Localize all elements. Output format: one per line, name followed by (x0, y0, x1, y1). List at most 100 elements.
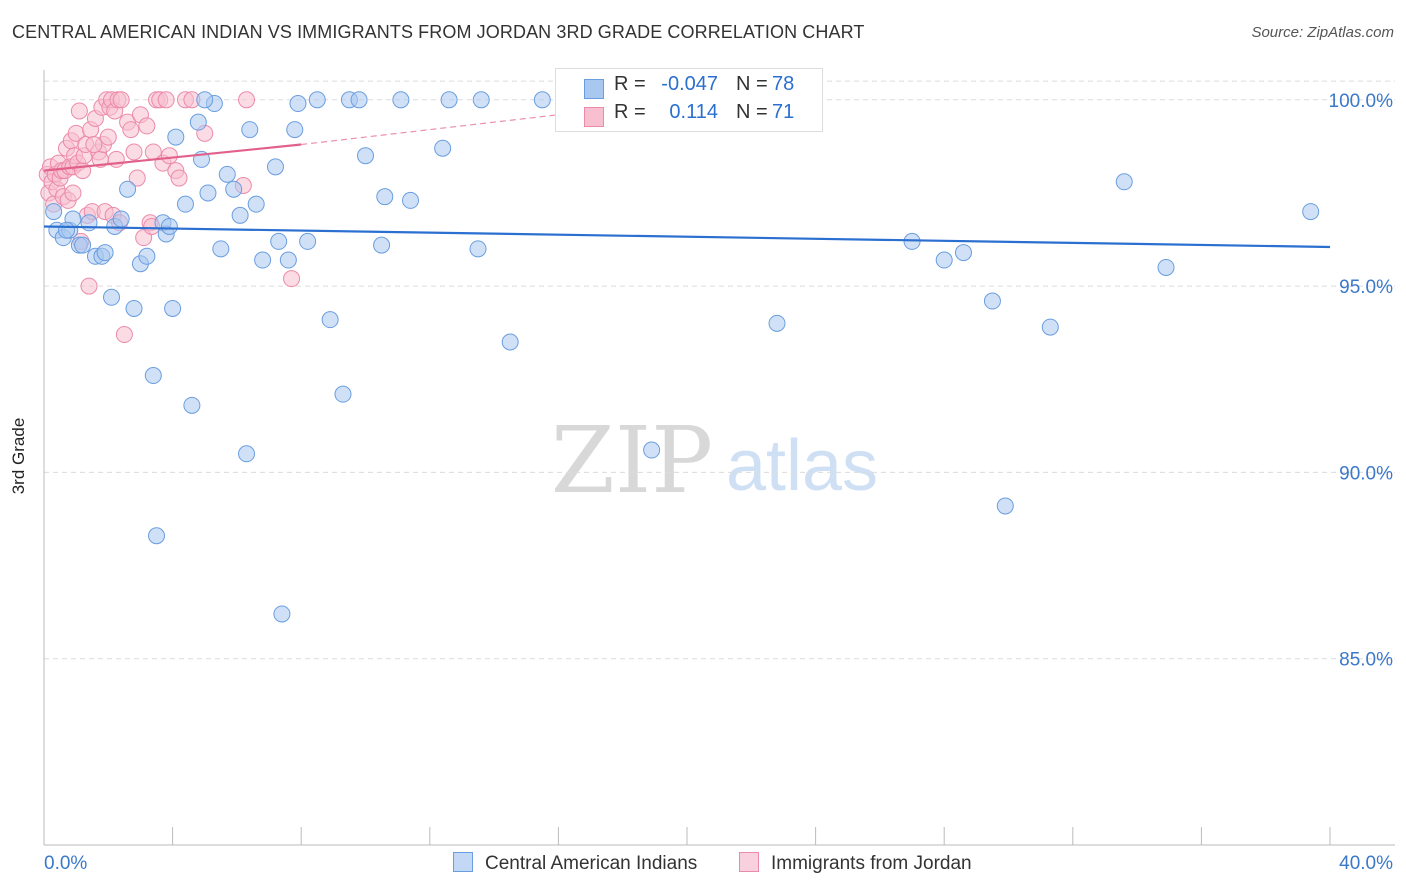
central-american-point (434, 139, 452, 157)
central-american-point (533, 91, 551, 109)
central-american-point (96, 244, 114, 262)
central-american-point (270, 232, 288, 250)
jordan-point (157, 91, 175, 109)
central-american-point (241, 121, 259, 139)
n-label: N = (736, 73, 768, 95)
central-american-point (1157, 258, 1175, 276)
central-american-point (199, 184, 217, 202)
jordan-point (80, 277, 98, 295)
series2-swatch (584, 107, 604, 127)
jordan-point (74, 162, 92, 180)
central-american-point (112, 210, 130, 228)
series2-legend-swatch (739, 852, 759, 872)
y-tick-label: 90.0% (1339, 463, 1393, 484)
jordan-point (125, 143, 143, 161)
central-american-point (183, 396, 201, 414)
central-american-point (286, 121, 304, 139)
jordan-point (115, 326, 133, 344)
source-label: Source: ZipAtlas.com (1251, 24, 1394, 41)
stats-legend-row-series1: R = -0.047 N = 78 (556, 73, 822, 101)
central-american-point (74, 236, 92, 254)
central-american-point (138, 247, 156, 265)
stats-legend: R = -0.047 N = 78 R = 0.114 N = 71 (555, 68, 823, 132)
central-american-point (266, 158, 284, 176)
central-american-point (273, 605, 291, 623)
central-american-point (279, 251, 297, 269)
jordan-trendline-extension (301, 114, 559, 146)
x-tick-label-max: 40.0% (1339, 853, 1393, 874)
central-american-point (160, 217, 178, 235)
central-american-point (643, 441, 661, 459)
central-american-point (501, 333, 519, 351)
central-american-point (357, 147, 374, 165)
jordan-point (85, 136, 103, 154)
jordan-point (64, 184, 82, 202)
jordan-point (138, 117, 156, 135)
watermark-zip: ZIP (551, 407, 713, 514)
central-american-point (148, 527, 166, 545)
central-american-point (954, 244, 972, 262)
central-american-point (983, 292, 1001, 310)
central-american-point (334, 385, 352, 403)
central-american-point (376, 188, 394, 206)
r-label: R = (614, 73, 646, 95)
jordan-trendline (43, 143, 302, 172)
central-american-point (212, 240, 230, 258)
central-american-point (58, 221, 76, 239)
series1-r-value: -0.047 (661, 73, 718, 95)
central-american-point (189, 113, 207, 131)
central-american-point (254, 251, 272, 269)
central-american-point (119, 180, 137, 198)
jordan-point (160, 147, 178, 165)
x-tick-label-min: 0.0% (44, 853, 87, 874)
central-american-point (299, 232, 317, 250)
series1-legend-swatch (453, 852, 473, 872)
central-american-point (1041, 318, 1059, 336)
central-american-point (768, 314, 786, 332)
central-american-point (167, 128, 185, 146)
central-american-point (125, 299, 143, 317)
chart-title: CENTRAL AMERICAN INDIAN VS IMMIGRANTS FR… (12, 22, 865, 42)
watermark-atlas: atlas (726, 426, 878, 506)
jordan-point (283, 270, 301, 288)
series2-legend-label: Immigrants from Jordan (771, 853, 972, 874)
central-american-point (176, 195, 194, 213)
jordan-point (99, 128, 117, 146)
central-american-point (45, 203, 63, 221)
central-american-point (392, 91, 410, 109)
jordan-point (107, 150, 125, 168)
y-tick-label: 95.0% (1339, 277, 1393, 298)
central-american-point (103, 288, 121, 306)
series1-n-value: 78 (772, 73, 795, 95)
central-american-point (440, 91, 458, 109)
series2-n-value: 71 (772, 101, 795, 123)
central-american-point (321, 311, 339, 329)
central-american-point (472, 91, 490, 109)
central-american-trendline (43, 225, 1331, 249)
n-label: N = (736, 101, 768, 123)
central-american-point (402, 191, 420, 209)
jordan-point (128, 169, 146, 187)
central-american-point (218, 165, 236, 183)
y-tick-label: 100.0% (1329, 91, 1394, 112)
central-american-point (225, 180, 243, 198)
jordan-point (170, 169, 188, 187)
series1-legend-label: Central American Indians (485, 853, 698, 874)
central-american-point (247, 195, 265, 213)
series1-swatch (584, 79, 604, 99)
bottom-legend-series2: Immigrants from Jordan (739, 852, 972, 875)
central-american-point (196, 91, 214, 109)
r-label: R = (614, 101, 646, 123)
y-tick-label: 85.0% (1339, 650, 1393, 671)
jordan-point (122, 121, 140, 139)
series2-r-value: 0.114 (669, 101, 718, 123)
central-american-point (350, 91, 368, 109)
central-american-point (289, 95, 307, 113)
jordan-point (112, 91, 130, 109)
central-american-point (935, 251, 953, 269)
central-american-point (373, 236, 391, 254)
jordan-point (238, 91, 256, 109)
central-american-point (1302, 203, 1320, 221)
central-american-point (1115, 173, 1133, 191)
